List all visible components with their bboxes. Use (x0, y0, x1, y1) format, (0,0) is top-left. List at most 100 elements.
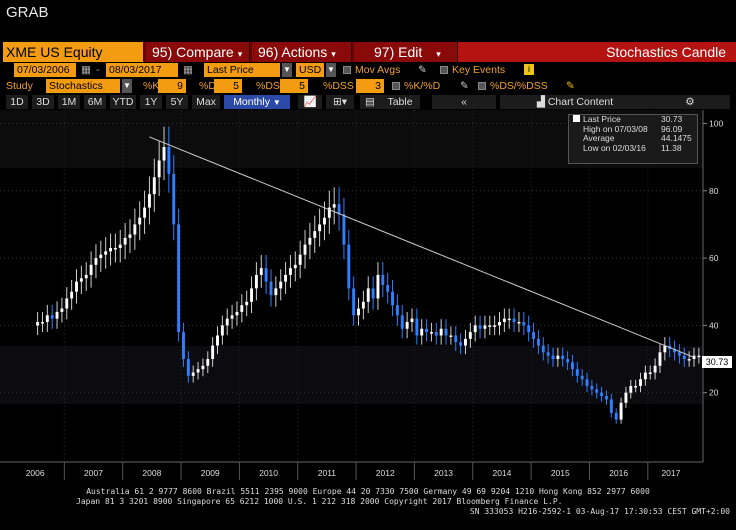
candle-body (600, 392, 604, 397)
edit-menu[interactable]: 97) Edit ▾ (354, 42, 458, 62)
candle-body (624, 392, 628, 403)
legend-box: Last Price 30.73 High on 07/03/08 96.09 Av… (568, 114, 698, 164)
period-button-5y[interactable]: 5Y (166, 95, 188, 109)
legend-label: Average (583, 133, 615, 143)
chevron-down-icon[interactable]: ▼ (122, 79, 132, 93)
x-tick-label: 2006 (26, 468, 45, 478)
legend-low: Low on 02/03/16 11.38 (569, 142, 697, 154)
frequency-select[interactable]: Monthly ▼ (224, 95, 290, 109)
price-field-select[interactable]: Last Price (204, 63, 280, 77)
info-icon[interactable]: i (524, 64, 534, 75)
start-date-field[interactable]: 07/03/2006 (14, 63, 76, 77)
footer-contacts-2: Japan 81 3 3201 8900 Singapore 65 6212 1… (76, 497, 563, 506)
candle-body (133, 224, 137, 235)
candle-body (483, 325, 487, 329)
candle-body (536, 338, 540, 346)
mov-avgs-checkbox[interactable] (343, 66, 351, 74)
candle-body (429, 332, 433, 334)
period-button-3d[interactable]: 3D (32, 95, 54, 109)
candle-body (527, 325, 531, 333)
highlighter-icon[interactable]: ✎ (566, 80, 575, 92)
k-value-field[interactable]: 9 (158, 79, 186, 93)
actions-menu[interactable]: 96) Actions ▾ (252, 42, 352, 62)
candle-body (366, 288, 370, 302)
candle-body (556, 355, 560, 360)
candle-body (580, 375, 584, 380)
legend-value: 96.09 (661, 123, 683, 134)
candle-body (575, 369, 579, 376)
candle-body (279, 281, 283, 289)
candle-body (172, 173, 176, 225)
candle-body (595, 389, 599, 393)
x-tick-label: 2009 (201, 468, 220, 478)
candle-body (84, 274, 88, 279)
pencil-icon[interactable]: ✎ (418, 64, 427, 76)
candle-body (284, 274, 288, 282)
candle-body (614, 412, 618, 420)
dss-label: %DSS (323, 80, 354, 92)
price-chart[interactable]: 20 40 60 80 100 2006 2007 2008 2009 2010 2011 2012… (0, 110, 736, 487)
candle-body (45, 315, 49, 323)
candle-body (395, 305, 399, 316)
chart-content-label: Chart Content (547, 96, 614, 108)
candle-body (313, 231, 317, 238)
candle-body (201, 365, 205, 370)
legend-label: Last Price (583, 114, 621, 124)
ticker-field[interactable]: XME US Equity (3, 42, 143, 62)
chart-content-button[interactable]: ▟ Chart Content (500, 95, 650, 109)
compare-menu[interactable]: 95) Compare ▾ (146, 42, 250, 62)
collapse-left-icon[interactable]: « (432, 95, 496, 109)
candle-body (177, 224, 181, 333)
chevron-down-icon[interactable]: ▼ (282, 63, 292, 77)
candle-body (648, 372, 652, 374)
period-button-1m[interactable]: 1M (58, 95, 80, 109)
candle-body (318, 224, 322, 232)
table-icon[interactable]: ▤ (360, 95, 380, 109)
study-select[interactable]: Stochastics (46, 79, 120, 93)
y-tick-label: 80 (709, 186, 719, 196)
chevron-down-icon[interactable]: ▼ (326, 63, 336, 77)
candle-body (410, 318, 414, 323)
d-value-field[interactable]: 5 (214, 79, 242, 93)
calendar-icon[interactable]: ▦ (81, 64, 91, 76)
candle-body (634, 385, 638, 388)
period-button-1d[interactable]: 1D (6, 95, 28, 109)
candle-body (206, 359, 210, 366)
table-button[interactable]: Table (380, 95, 420, 109)
footer-contacts-1: Australia 61 2 9777 8600 Brazil 5511 239… (86, 487, 650, 496)
candle-body (517, 322, 521, 324)
period-button-max[interactable]: Max (192, 95, 220, 109)
kd-label: %K/%D (404, 80, 441, 92)
candle-body (434, 332, 438, 336)
calendar-icon[interactable]: ▦ (183, 64, 193, 76)
dss-value-field[interactable]: 3 (356, 79, 384, 93)
x-tick-label: 2007 (84, 468, 103, 478)
candle-body (167, 147, 171, 174)
period-button-1y[interactable]: 1Y (140, 95, 162, 109)
period-button-6m[interactable]: 6M (84, 95, 106, 109)
candle-body (449, 335, 453, 337)
key-events-checkbox[interactable] (440, 66, 448, 74)
ds-value-field[interactable]: 5 (280, 79, 308, 93)
currency-select[interactable]: USD (296, 63, 324, 77)
candle-body (352, 288, 356, 316)
x-tick-label: 2011 (318, 468, 337, 478)
window-title: GRAB (6, 4, 49, 21)
candle-type-icon[interactable]: ⊞▾ (326, 95, 354, 109)
dsdss-checkbox[interactable] (478, 82, 486, 90)
x-tick-label: 2013 (434, 468, 453, 478)
candle-body (123, 237, 127, 245)
legend-value: 11.38 (661, 142, 682, 153)
candle-body (361, 301, 365, 309)
gear-icon[interactable]: ⚙ (650, 95, 730, 109)
kd-checkbox[interactable] (392, 82, 400, 90)
period-button-ytd[interactable]: YTD (110, 95, 136, 109)
pencil-icon[interactable]: ✎ (460, 80, 469, 92)
candle-body (585, 379, 589, 386)
end-date-field[interactable]: 08/03/2017 (106, 63, 178, 77)
legend-value: 30.73 (661, 114, 683, 124)
chevron-down-icon: ▾ (237, 49, 243, 59)
compare-label: 95) Compare (152, 44, 234, 60)
candle-body (109, 247, 112, 252)
line-chart-icon[interactable]: 📈 (298, 95, 322, 109)
